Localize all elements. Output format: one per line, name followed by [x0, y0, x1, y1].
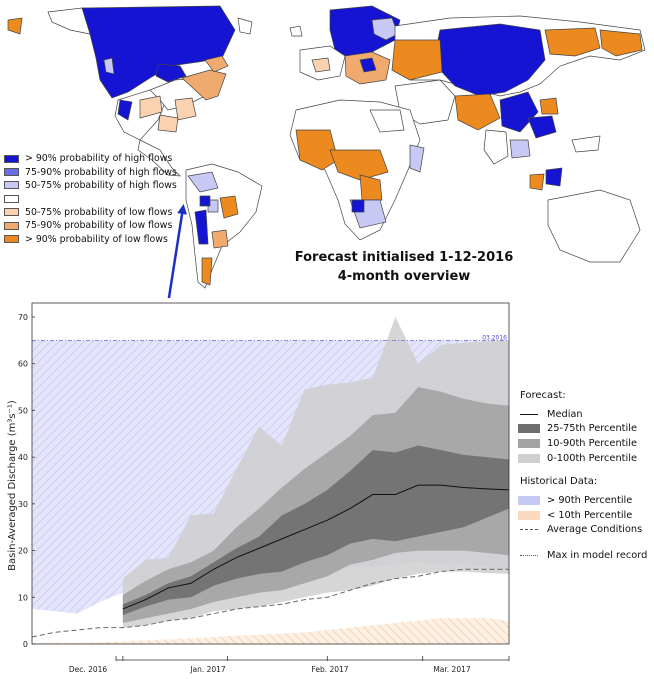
chart-legend-item: Median	[518, 407, 654, 422]
map-legend-item: 75-90% probability of low flows	[4, 219, 204, 232]
y-tick-label: 0	[23, 640, 28, 649]
plot-frame	[31, 302, 510, 645]
month-label: Feb. 2017	[311, 665, 348, 674]
north-america	[7, 5, 303, 177]
y-tick-label: 10	[18, 593, 28, 602]
map-legend: > 90% probability of high flows 75-90% pr…	[4, 152, 204, 246]
map-legend-label: > 90% probability of high flows	[25, 153, 173, 165]
chart-legend-label: Max in model record	[547, 549, 648, 561]
map-legend-label: 50-75% probability of high flows	[25, 179, 177, 191]
asia	[391, 15, 646, 191]
y-tick-label: 40	[18, 453, 28, 462]
map-legend-item: > 90% probability of high flows	[4, 152, 204, 165]
chart-legend-item: > 90th Percentile	[518, 493, 654, 508]
max-record-label: 03.2016	[482, 334, 507, 341]
south-america	[185, 163, 263, 289]
month-label: Jan. 2017	[189, 665, 226, 674]
chart-legend-heading: Historical Data:	[520, 476, 598, 488]
basin-pointer-arrow	[167, 204, 188, 298]
chart-legend-swatch	[518, 510, 540, 520]
forecast-median-line	[122, 484, 510, 610]
chart-legend-label: 0-100th Percentile	[547, 452, 637, 464]
map-legend-swatch	[4, 181, 19, 190]
y-axis-label: Basin-Averaged Discharge (m³s⁻¹)	[7, 400, 18, 571]
chart-legend-heading: Forecast:	[520, 390, 566, 401]
europe	[299, 5, 401, 85]
map-legend-item: > 90% probability of low flows	[4, 232, 204, 245]
y-tick-label: 20	[18, 547, 28, 556]
chart-legend-swatch	[518, 551, 540, 560]
chart-legend-label: < 10th Percentile	[547, 509, 633, 521]
chart-legend-swatch	[518, 453, 540, 463]
africa	[289, 99, 425, 241]
y-tick-label: 50	[18, 406, 28, 415]
map-legend-swatch	[4, 208, 19, 217]
map-legend-item: 75-90% probability of high flows	[4, 165, 204, 178]
map-legend-swatch	[4, 235, 19, 244]
chart-legend-label: > 90th Percentile	[547, 495, 633, 507]
map-legend-item: 50-75% probability of high flows	[4, 179, 204, 192]
chart-legend-item: Average Conditions	[518, 523, 654, 538]
world-map	[7, 5, 646, 298]
map-legend-swatch	[4, 154, 19, 163]
chart-legend-swatch	[518, 424, 540, 434]
chart-legend-item: Max in model record	[518, 548, 654, 563]
map-legend-item	[4, 192, 204, 205]
chart-legend-label: 10-90th Percentile	[547, 437, 637, 449]
map-legend-label: > 90% probability of low flows	[25, 233, 168, 245]
chart-legend-label: Median	[547, 408, 583, 420]
chart-legend-label: Average Conditions	[547, 524, 643, 536]
hist-below-p10-area	[32, 618, 509, 644]
plot-area: 03.2016	[31, 317, 510, 644]
map-legend-swatch	[4, 221, 19, 230]
map-legend-label: 50-75% probability of low flows	[25, 206, 173, 218]
map-legend-item: 50-75% probability of low flows	[4, 206, 204, 219]
chart-legend-swatch	[518, 496, 540, 506]
chart-legend-swatch	[518, 410, 540, 419]
forecast-title: Forecast initialised 1-12-2016 4-month o…	[268, 248, 540, 286]
map-legend-label: 75-90% probability of high flows	[25, 166, 177, 178]
chart-axes: 0 10 20 30 40 50 60 70 Basin-Averaged Discharge …	[7, 302, 510, 674]
chart-legend-swatch	[518, 525, 540, 534]
y-tick-label: 30	[18, 500, 28, 509]
map-legend-swatch	[4, 194, 19, 203]
y-tick-label: 60	[18, 360, 28, 369]
month-label: Dec. 2016	[69, 665, 108, 674]
forecast-title-line1: Forecast initialised 1-12-2016	[294, 250, 514, 265]
chart-legend-item: 0-100th Percentile	[518, 451, 654, 466]
average-conditions-line	[31, 568, 509, 638]
map-legend-label: 75-90% probability of low flows	[25, 220, 173, 232]
australia	[547, 189, 641, 263]
month-label: Mar. 2017	[433, 665, 471, 674]
map-legend-swatch	[4, 168, 19, 177]
forecast-title-line2: 4-month overview	[337, 269, 471, 284]
chart-legend-label: 25-75th Percentile	[547, 423, 637, 435]
chart-legend: Forecast: Median 25-75th Percentile 10-90th…	[518, 390, 654, 563]
discharge-chart: 03.2016 0 10 20 30 40 50 60 70 Basin-Averaged Di…	[7, 302, 510, 674]
chart-legend-item: 10-90th Percentile	[518, 436, 654, 451]
y-tick-label: 70	[18, 313, 28, 322]
chart-legend-item: < 10th Percentile	[518, 508, 654, 523]
chart-legend-swatch	[518, 438, 540, 448]
chart-legend-item: 25-75th Percentile	[518, 422, 654, 437]
